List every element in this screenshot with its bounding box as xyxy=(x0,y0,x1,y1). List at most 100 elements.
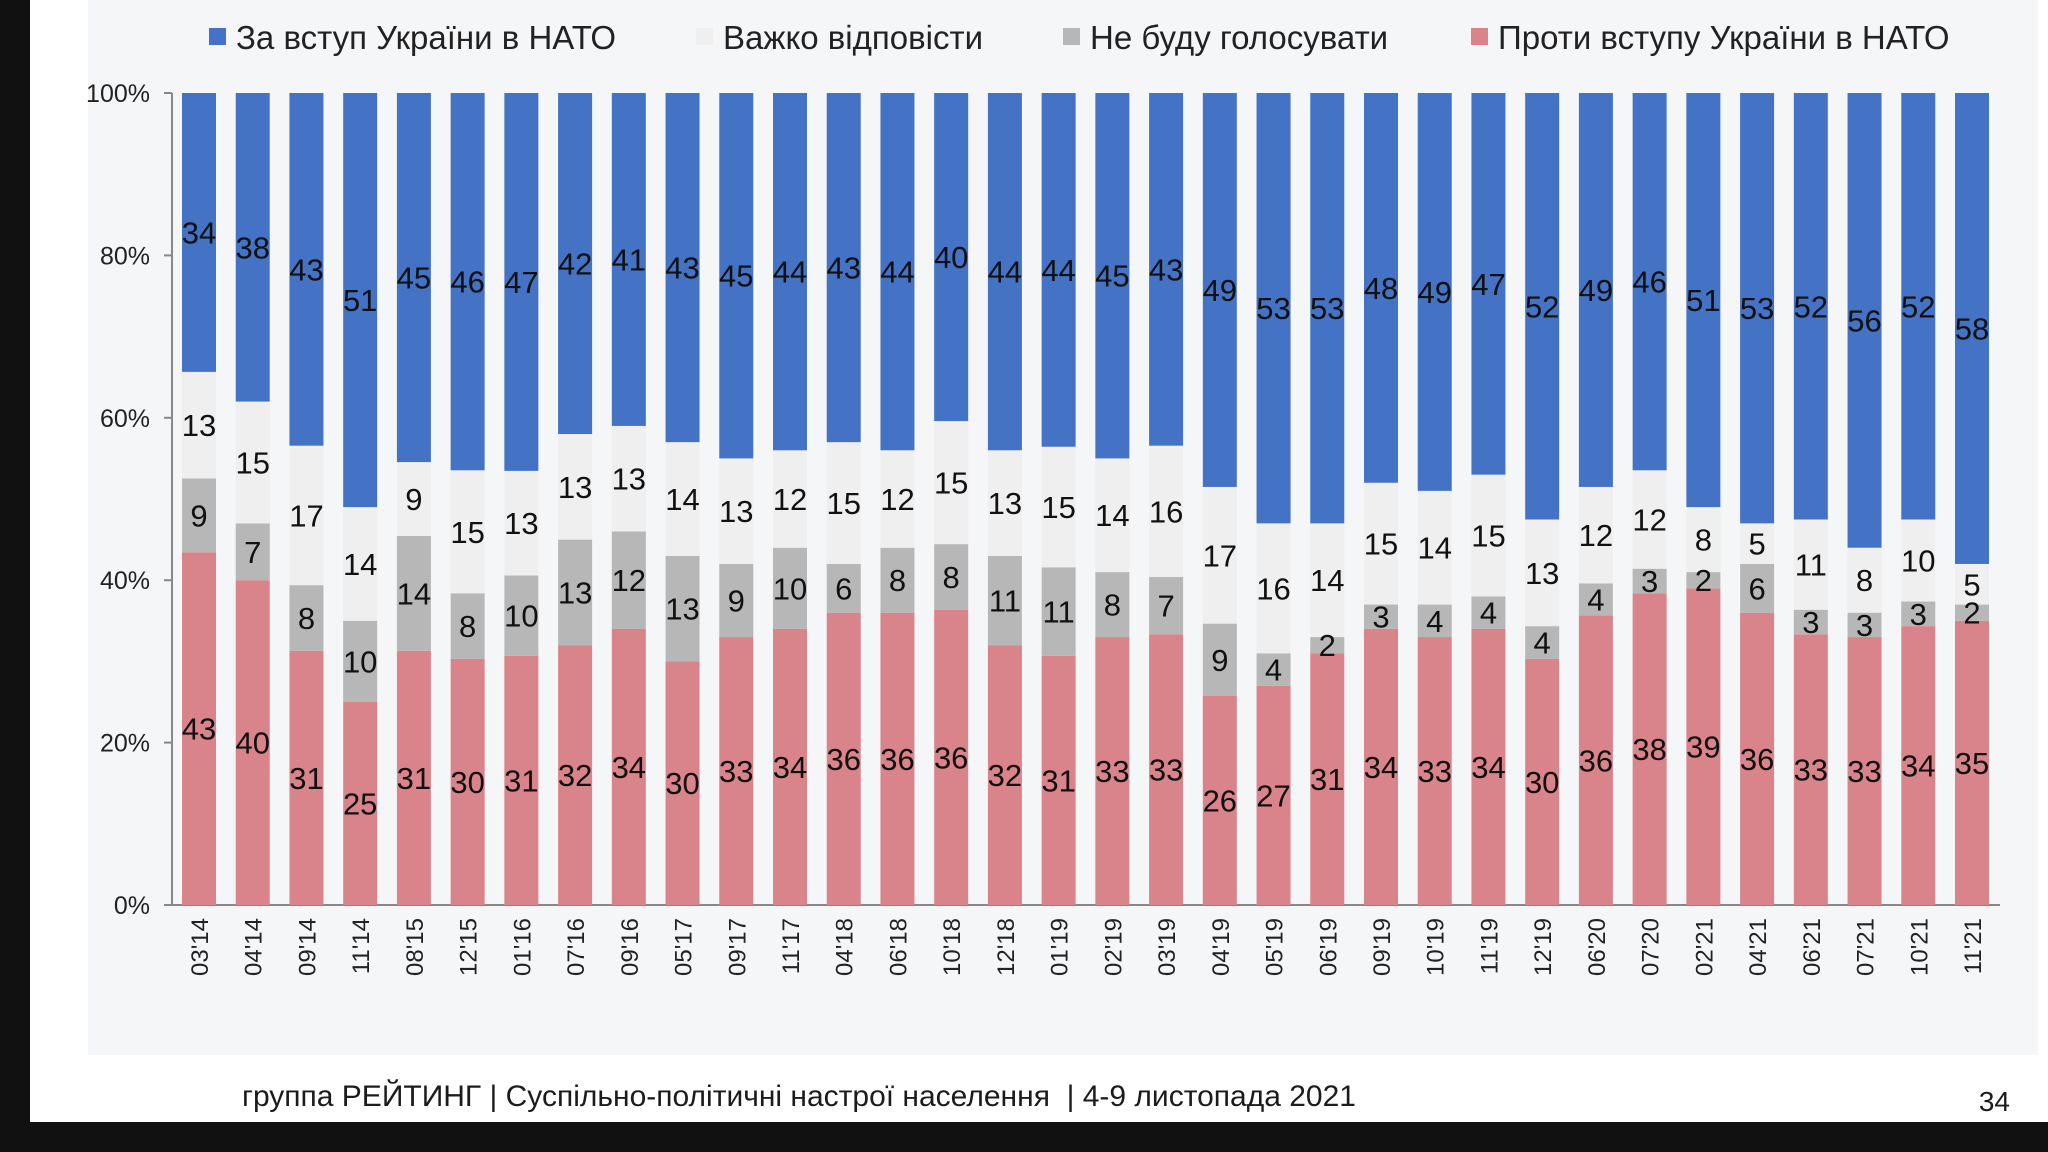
bar-segment xyxy=(773,547,807,629)
data-label: 34 xyxy=(773,750,807,785)
bar-segment xyxy=(880,547,915,613)
bar-segment xyxy=(1901,519,1936,602)
data-label: 39 xyxy=(1686,730,1720,765)
data-label: 17 xyxy=(1203,538,1237,573)
bar-segment xyxy=(826,442,861,564)
data-label: 14 xyxy=(665,482,699,517)
data-label: 36 xyxy=(934,740,968,775)
bar-segment xyxy=(1686,572,1721,589)
data-label: 4 xyxy=(1534,626,1551,661)
data-label: 12 xyxy=(773,482,807,517)
bar-segment xyxy=(182,93,216,372)
bar-segment xyxy=(611,93,646,426)
data-label: 3 xyxy=(1802,605,1819,640)
bar-segment xyxy=(504,575,539,656)
data-label: 5 xyxy=(1748,527,1765,562)
bar-segment xyxy=(1901,93,1936,520)
data-label: 13 xyxy=(719,494,753,529)
bar-segment xyxy=(826,563,861,613)
y-tick-label: 0% xyxy=(114,892,150,920)
data-label: 12 xyxy=(1632,503,1666,538)
data-label: 34 xyxy=(612,750,646,785)
bar-segment xyxy=(450,93,485,471)
data-label: 9 xyxy=(190,498,207,533)
data-label: 6 xyxy=(835,571,852,606)
x-tick-label: 12'18 xyxy=(993,918,1020,976)
bar-segment xyxy=(396,535,431,651)
data-label: 46 xyxy=(450,265,484,300)
x-tick-label: 12'15 xyxy=(456,918,483,976)
x-tick-label: 08'15 xyxy=(402,918,429,976)
legend-swatch xyxy=(1063,28,1080,45)
bar-segment xyxy=(1149,634,1184,905)
x-tick-label: 06'18 xyxy=(885,918,912,976)
y-tick-label: 80% xyxy=(100,242,150,270)
data-label: 36 xyxy=(1579,743,1613,778)
data-label: 36 xyxy=(880,742,914,777)
bar-segment xyxy=(719,563,754,638)
data-label: 34 xyxy=(182,215,216,250)
bar-segment xyxy=(558,539,593,646)
bar-segment xyxy=(987,645,1022,905)
bar-segment xyxy=(504,655,539,905)
bar-segment xyxy=(1578,583,1613,616)
bar-segment xyxy=(665,442,700,556)
bar-segment xyxy=(182,478,216,553)
data-label: 32 xyxy=(558,758,592,793)
data-label: 11 xyxy=(1795,548,1827,583)
data-label: 8 xyxy=(1104,588,1121,623)
data-label: 40 xyxy=(934,240,968,275)
bar-segment xyxy=(934,93,969,422)
data-label: 14 xyxy=(1417,531,1451,566)
y-tick-label: 40% xyxy=(100,567,150,595)
bar-segment xyxy=(773,450,807,548)
bar-segment xyxy=(1310,637,1345,654)
x-tick-label: 11'19 xyxy=(1476,918,1503,974)
bar-segment xyxy=(1793,93,1828,520)
bar-segment xyxy=(880,450,915,548)
x-tick-label: 11'21 xyxy=(1960,918,1987,974)
x-tick-label: 07'20 xyxy=(1638,918,1665,976)
data-label: 44 xyxy=(1041,253,1075,288)
data-label: 10 xyxy=(773,571,807,606)
data-label: 36 xyxy=(1740,742,1774,777)
x-tick-label: 06'19 xyxy=(1315,918,1342,976)
bar-segment xyxy=(1149,445,1184,577)
x-tick-label: 02'19 xyxy=(1100,918,1127,976)
bar-segment xyxy=(1471,474,1506,597)
data-label: 30 xyxy=(450,765,484,800)
bar-segment xyxy=(1632,470,1667,569)
bar-segment xyxy=(1256,685,1291,905)
bar-segment xyxy=(1202,93,1237,487)
legend-label: Не буду голосувати xyxy=(1090,19,1388,56)
bar-segment xyxy=(880,93,915,451)
data-label: 8 xyxy=(943,560,960,595)
bar-segment xyxy=(719,458,754,564)
bar-segment xyxy=(1740,612,1775,905)
data-label: 40 xyxy=(235,726,269,761)
footer-text: группа РЕЙТИНГ | Суспільно-політичні нас… xyxy=(242,1080,1356,1113)
x-tick-label: 04'19 xyxy=(1208,918,1235,976)
legend-swatch xyxy=(696,28,713,45)
data-label: 44 xyxy=(880,255,914,290)
data-label: 3 xyxy=(1641,564,1658,599)
bar-segment xyxy=(558,434,593,540)
data-label: 47 xyxy=(1471,267,1505,302)
x-tick-label: 07'21 xyxy=(1853,918,1880,976)
bar-segment xyxy=(289,93,324,446)
data-label: 5 xyxy=(1963,567,1980,602)
data-label: 4 xyxy=(1265,653,1282,688)
data-label: 14 xyxy=(397,576,431,611)
data-labels: 4391334407153831817432510145131149453081… xyxy=(182,215,1989,821)
legend: За вступ України в НАТО Важко відповісти Н… xyxy=(209,19,1950,56)
data-label: 45 xyxy=(397,261,431,296)
data-label: 30 xyxy=(1525,765,1559,800)
data-label: 45 xyxy=(1095,259,1129,294)
bar-segment xyxy=(1955,604,1989,621)
bar-segment xyxy=(826,612,861,905)
bar-segment xyxy=(1364,482,1398,605)
data-label: 43 xyxy=(1149,252,1183,287)
bar-segment xyxy=(1041,93,1076,447)
data-label: 31 xyxy=(289,761,323,796)
x-tick-label: 06'21 xyxy=(1799,918,1826,976)
